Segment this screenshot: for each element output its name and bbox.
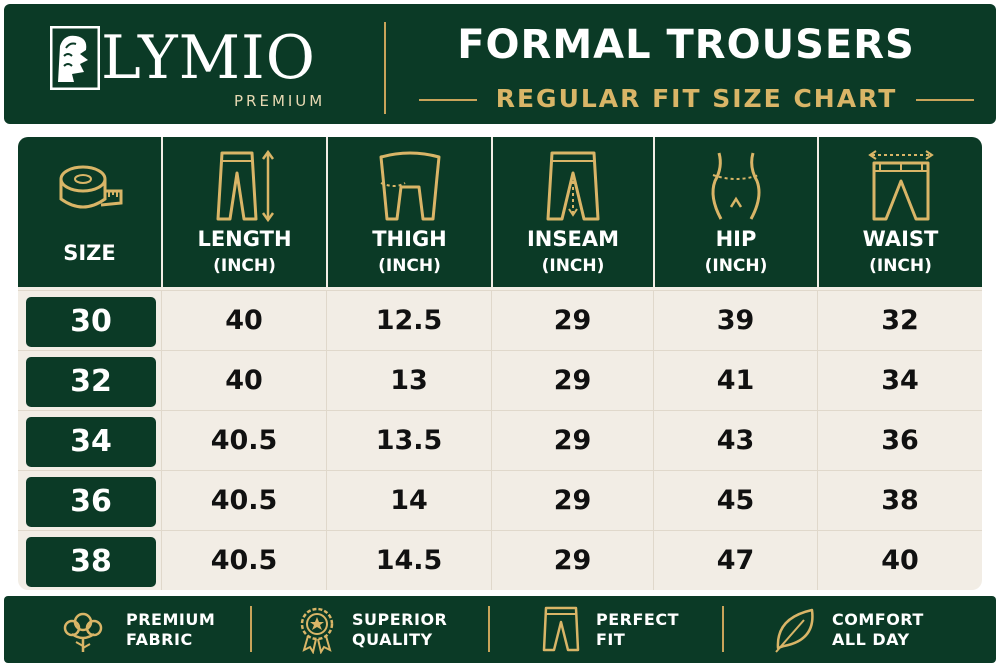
length-cell: 40.5 — [161, 471, 326, 531]
waist-cell: 40 — [817, 531, 982, 590]
table-row: 36 40.5 14 29 45 38 — [18, 470, 982, 531]
header-cell-size: SIZE — [18, 137, 161, 287]
size-label-cell: 34 — [26, 417, 156, 467]
feature-line2: QUALITY — [352, 630, 433, 649]
subtitle-row: REGULAR FIT SIZE CHART — [419, 84, 974, 116]
trousers-icon — [542, 606, 580, 652]
length-cell: 40 — [161, 291, 326, 351]
feature-line2: FABRIC — [126, 630, 193, 649]
size-label-cell: 36 — [26, 477, 156, 527]
feature-line2: FIT — [596, 630, 626, 649]
measuring-tape-icon — [59, 165, 122, 209]
feature-premium-fabric: PREMIUM FABRIC — [58, 596, 248, 663]
header-cell-hip: HIP (INCH) — [653, 137, 817, 287]
waist-measure-icon — [867, 150, 934, 221]
table-row: 30 40 12.5 29 39 32 — [18, 290, 982, 351]
feature-superior-quality: SUPERIOR QUALITY — [292, 596, 482, 663]
feature-line2: ALL DAY — [832, 630, 910, 649]
feature-comfort-all-day: COMFORT ALL DAY — [770, 596, 960, 663]
column-label-waist: WAIST — [862, 227, 939, 251]
column-unit-waist: (INCH) — [869, 256, 932, 276]
feature-text: SUPERIOR QUALITY — [352, 610, 447, 650]
leaf-icon — [775, 608, 814, 653]
waist-cell: 32 — [817, 291, 982, 351]
footer-divider — [722, 606, 724, 652]
column-label-inseam: INSEAM — [526, 227, 619, 251]
header-cell-waist: WAIST (INCH) — [817, 137, 982, 287]
hip-cell: 43 — [653, 411, 817, 471]
thigh-cell: 13 — [326, 351, 491, 411]
inseam-cell: 29 — [491, 531, 653, 590]
header-divider — [384, 22, 386, 114]
size-chart-table: SIZE LENGTH (INCH) THIGH (INCH) — [18, 137, 982, 590]
hip-measure-icon — [711, 152, 761, 220]
thigh-cell: 12.5 — [326, 291, 491, 351]
feature-line1: COMFORT — [832, 610, 924, 629]
feature-line1: PERFECT — [596, 610, 679, 629]
inseam-cell: 29 — [491, 411, 653, 471]
column-label-thigh: THIGH — [372, 227, 447, 251]
feature-text: PERFECT FIT — [596, 610, 679, 650]
inseam-measure-icon — [546, 151, 600, 221]
size-label-cell: 38 — [26, 537, 156, 587]
length-cell: 40.5 — [161, 411, 326, 471]
column-label-hip: HIP — [715, 227, 757, 251]
hip-cell: 45 — [653, 471, 817, 531]
thigh-cell: 14 — [326, 471, 491, 531]
inseam-cell: 29 — [491, 471, 653, 531]
footer-divider — [488, 606, 490, 652]
quality-badge-icon — [300, 607, 334, 654]
brand-name: LYMIO — [101, 23, 316, 93]
table-row: 34 40.5 13.5 29 43 36 — [18, 410, 982, 471]
thigh-measure-icon — [379, 151, 440, 221]
thigh-cell: 14.5 — [326, 531, 491, 590]
header-banner: LYMIO PREMIUM FORMAL TROUSERS REGULAR FI… — [4, 4, 996, 124]
brand-subtitle: PREMIUM — [234, 92, 326, 110]
inseam-cell: 29 — [491, 351, 653, 411]
waist-cell: 34 — [817, 351, 982, 411]
page-subtitle: REGULAR FIT SIZE CHART — [495, 84, 898, 113]
table-row: 38 40.5 14.5 29 47 40 — [18, 530, 982, 590]
waist-cell: 36 — [817, 411, 982, 471]
footer-divider — [250, 606, 252, 652]
thigh-cell: 13.5 — [326, 411, 491, 471]
feature-perfect-fit: PERFECT FIT — [536, 596, 716, 663]
subtitle-rule-left — [419, 99, 477, 101]
table-row: 32 40 13 29 41 34 — [18, 350, 982, 411]
length-cell: 40 — [161, 351, 326, 411]
hip-cell: 47 — [653, 531, 817, 590]
feature-text: COMFORT ALL DAY — [832, 610, 924, 650]
column-unit-hip: (INCH) — [704, 256, 768, 276]
size-label-cell: 32 — [26, 357, 156, 407]
lion-crest-icon — [50, 26, 100, 90]
feature-text: PREMIUM FABRIC — [126, 610, 215, 650]
column-label-length: LENGTH — [197, 227, 292, 251]
inseam-cell: 29 — [491, 291, 653, 351]
feature-line1: SUPERIOR — [352, 610, 448, 629]
waist-cell: 38 — [817, 471, 982, 531]
size-label-cell: 30 — [26, 297, 156, 347]
header-cell-length: LENGTH (INCH) — [161, 137, 326, 287]
column-unit-length: (INCH) — [213, 256, 276, 276]
cotton-flower-icon — [63, 612, 103, 652]
features-footer: PREMIUM FABRIC SUPERIOR QUALITY PERFECT … — [4, 596, 996, 663]
table-header: SIZE LENGTH (INCH) THIGH (INCH) — [18, 137, 982, 287]
length-cell: 40.5 — [161, 531, 326, 590]
column-unit-thigh: (INCH) — [378, 256, 441, 276]
page-title: FORMAL TROUSERS — [457, 22, 915, 68]
header-cell-thigh: THIGH (INCH) — [326, 137, 491, 287]
feature-line1: PREMIUM — [126, 610, 216, 629]
subtitle-rule-right — [916, 99, 974, 101]
hip-cell: 41 — [653, 351, 817, 411]
column-unit-inseam: (INCH) — [541, 256, 605, 276]
size-header-label: SIZE — [63, 241, 116, 265]
hip-cell: 39 — [653, 291, 817, 351]
header-cell-inseam: INSEAM (INCH) — [491, 137, 653, 287]
trouser-length-icon — [216, 149, 274, 223]
